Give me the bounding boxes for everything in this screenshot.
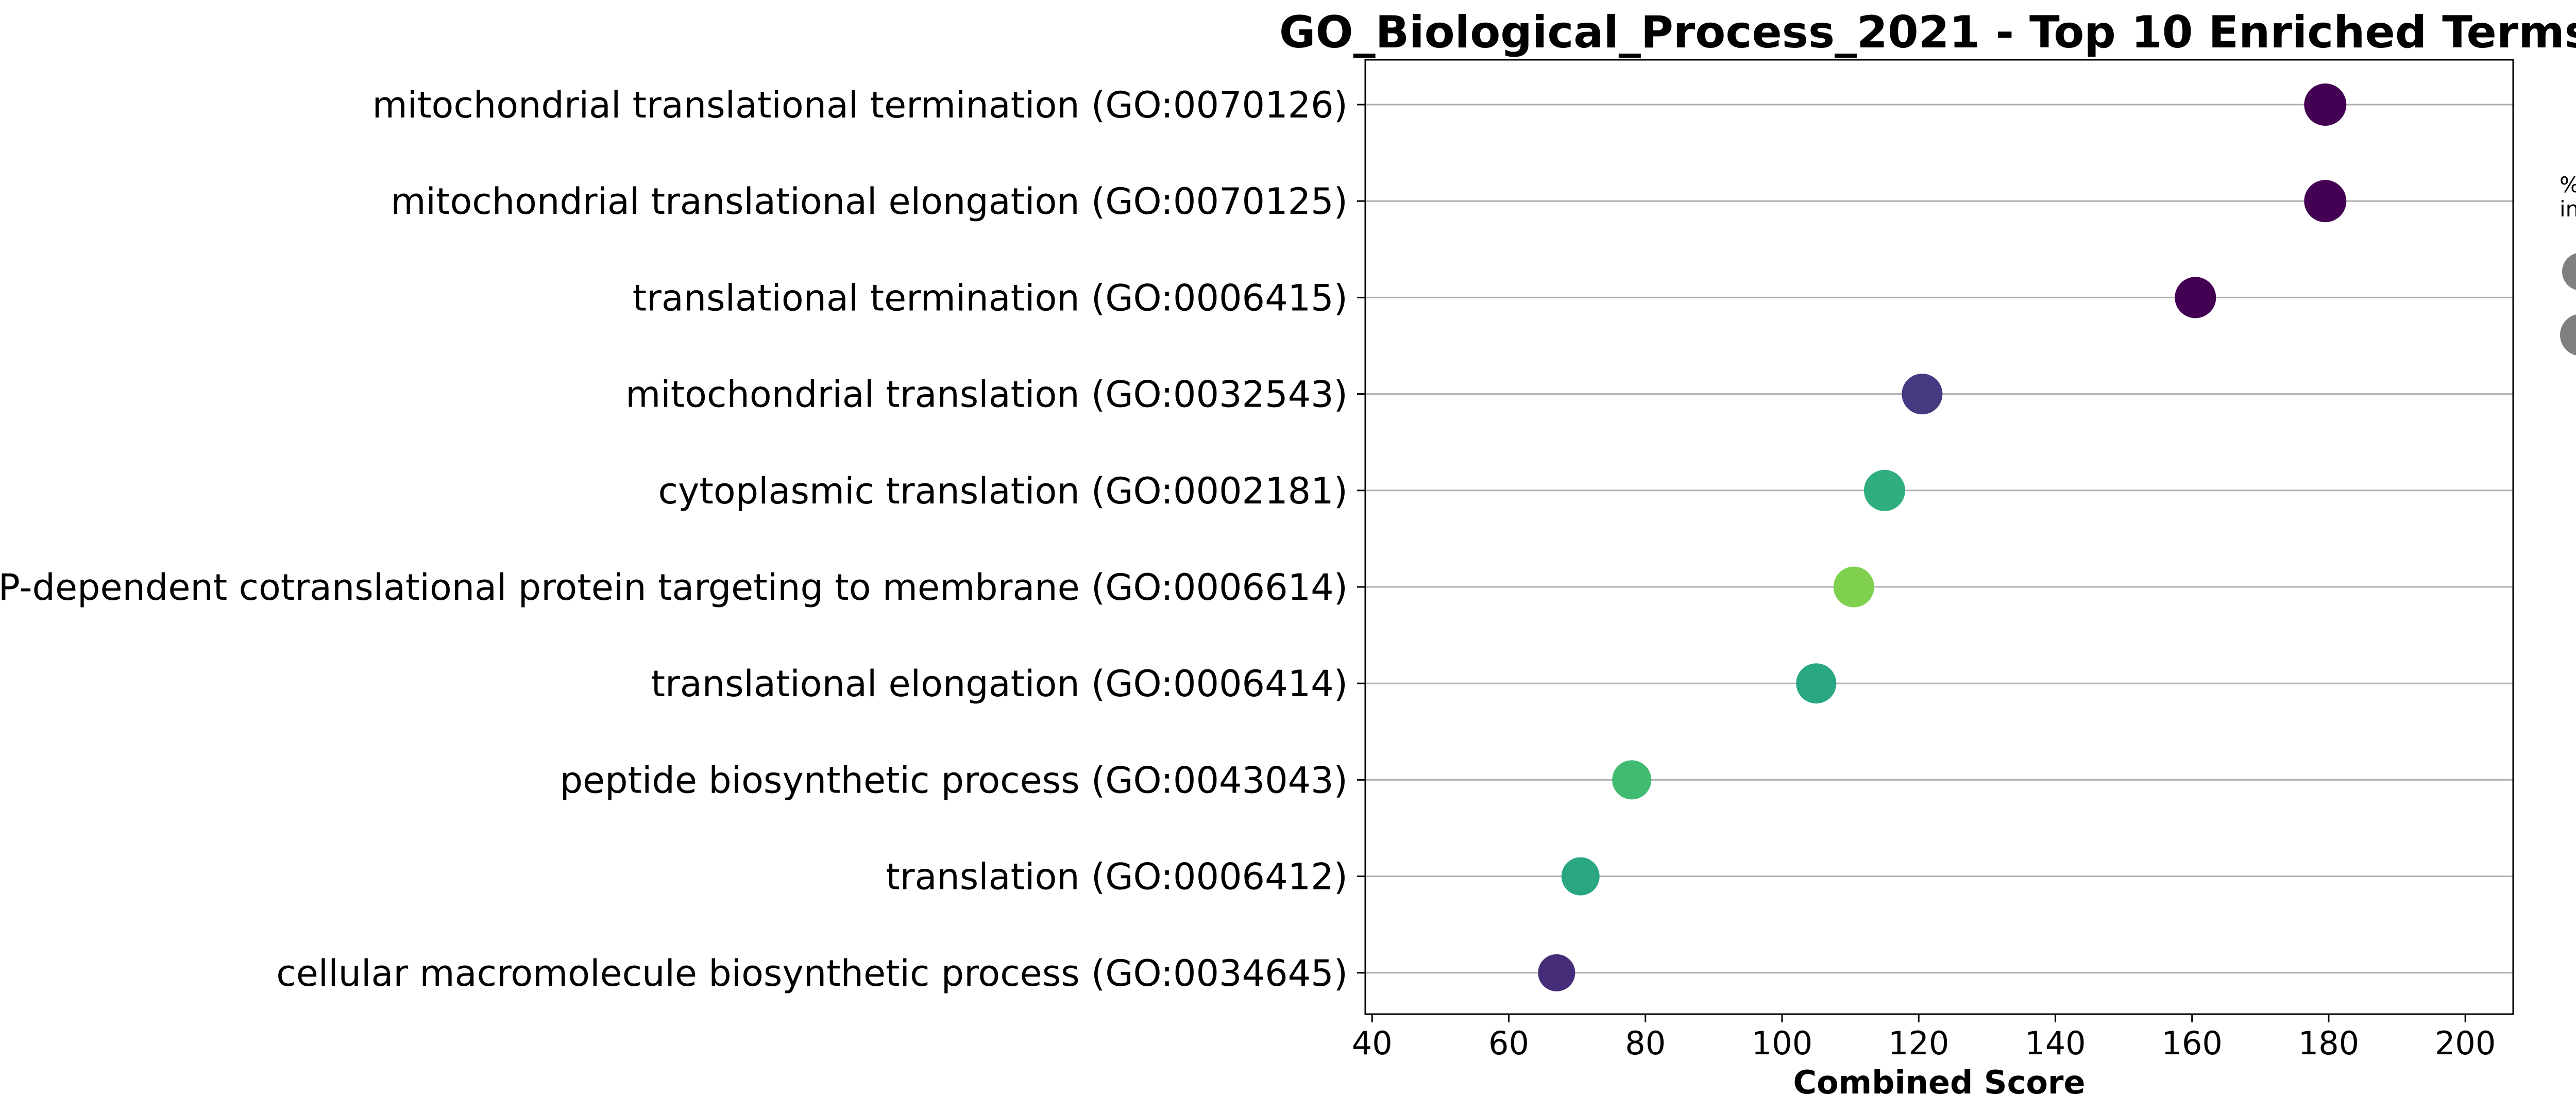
x-tick-label: 40 — [1352, 1024, 1393, 1062]
y-tick-label: translational elongation (GO:0006414) — [651, 663, 1348, 705]
size-legend-title-line-2: in set — [2560, 196, 2576, 222]
x-tick-label: 200 — [2435, 1024, 2496, 1062]
x-tick-label: 60 — [1488, 1024, 1529, 1062]
data-point — [1612, 760, 1652, 800]
y-tick-label: cellular macromolecule biosynthetic proc… — [276, 952, 1348, 995]
size-legend-marker-large — [2560, 314, 2576, 356]
y-tick-label: translation (GO:0006412) — [886, 856, 1348, 898]
data-point — [1902, 374, 1943, 415]
grid-lines — [1365, 104, 2513, 974]
data-point — [1833, 566, 1874, 608]
x-tick-label: 120 — [1888, 1024, 1949, 1062]
y-tick-label: mitochondrial translational termination … — [372, 84, 1348, 126]
data-point — [1561, 857, 1600, 896]
size-legend-marker-small — [2562, 253, 2576, 290]
y-tick-label: mitochondrial translational elongation (… — [391, 180, 1348, 223]
y-tick-labels: mitochondrial translational termination … — [0, 84, 1365, 995]
data-point — [1863, 469, 1905, 511]
data-point — [2175, 277, 2216, 318]
y-tick-label: cytoplasmic translation (GO:0002181) — [658, 470, 1348, 512]
plot-frame — [1364, 59, 2514, 1015]
chart-title: GO_Biological_Process_2021 - Top 10 Enri… — [1279, 7, 2576, 58]
y-tick-label: mitochondrial translation (GO:0032543) — [625, 374, 1348, 416]
y-tick-label: SRP-dependent cotranslational protein ta… — [0, 566, 1348, 609]
x-tick-label: 80 — [1625, 1024, 1666, 1062]
size-legend: % Genes in set 56 64 — [2560, 172, 2576, 356]
x-axis-label: Combined Score — [1793, 1064, 2085, 1101]
y-tick-label: peptide biosynthetic process (GO:0043043… — [560, 759, 1348, 801]
y-tick-label: translational termination (GO:0006415) — [633, 277, 1348, 319]
x-axis-ticks: 40 60 80 100 120 140 160 180 200 — [1352, 1014, 2496, 1062]
data-points — [1538, 83, 2347, 991]
data-point — [2304, 180, 2347, 223]
x-tick-label: 140 — [2025, 1024, 2086, 1062]
data-point — [2304, 83, 2347, 126]
x-tick-label: 160 — [2162, 1024, 2223, 1062]
x-tick-label: 180 — [2298, 1024, 2359, 1062]
data-point — [1796, 663, 1837, 704]
data-point — [1538, 954, 1575, 991]
size-legend-title-line-1: % Genes — [2560, 172, 2576, 197]
x-tick-label: 100 — [1752, 1024, 1812, 1062]
